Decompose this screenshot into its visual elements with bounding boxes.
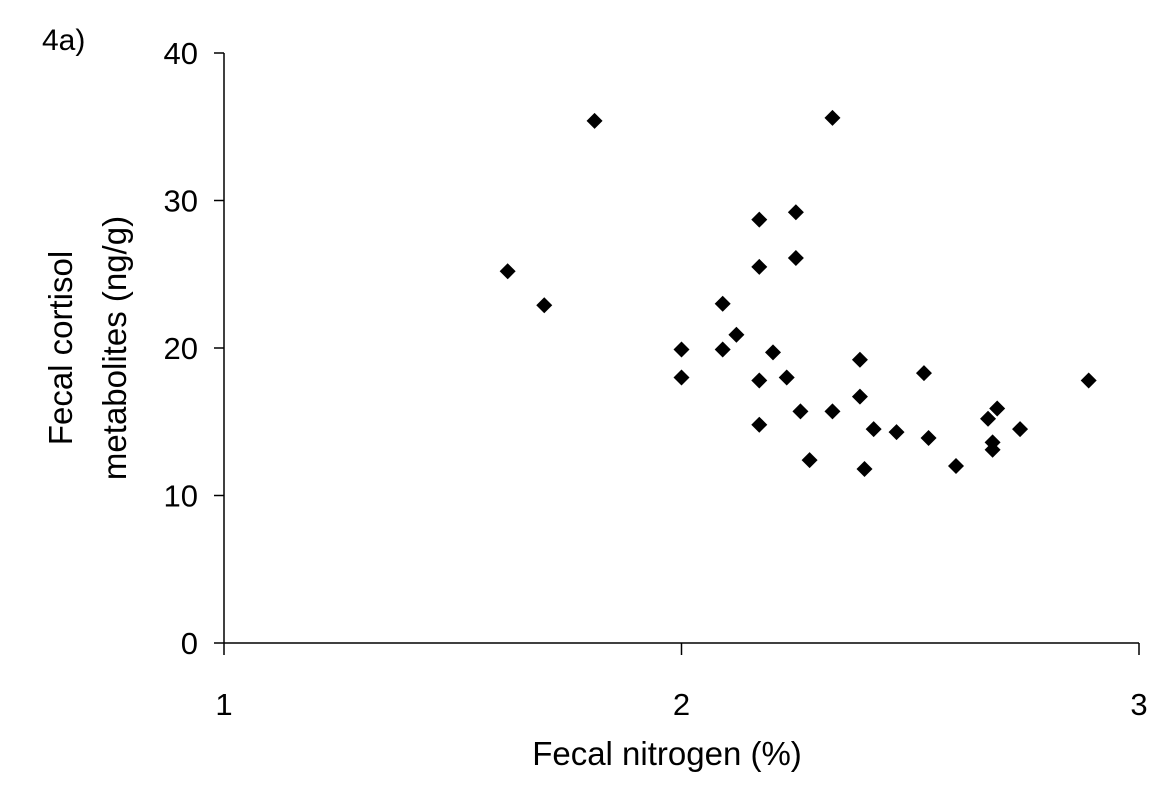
data-point (984, 441, 1001, 458)
data-point (751, 258, 768, 275)
data-point (856, 460, 873, 477)
data-point (1012, 421, 1029, 438)
data-point (787, 204, 804, 221)
x-tick-label: 1 (215, 687, 232, 722)
data-point (792, 403, 809, 420)
data-point (765, 344, 781, 361)
data-point (920, 429, 937, 446)
data-point (673, 341, 690, 358)
data-point (787, 250, 804, 267)
data-point (888, 424, 905, 441)
data-point (989, 400, 1006, 417)
y-tick-label: 30 (164, 184, 198, 219)
data-point (499, 263, 516, 280)
data-point (751, 416, 768, 433)
data-points (499, 109, 1097, 477)
data-point (948, 458, 964, 474)
data-point (851, 388, 868, 405)
data-point (865, 421, 882, 438)
x-axis-label: Fecal nitrogen (%) (532, 735, 802, 772)
data-point (751, 372, 768, 389)
data-point (778, 369, 795, 386)
data-point (980, 410, 997, 427)
x-ticks: 1 2 3 (215, 643, 1148, 722)
data-point (586, 112, 603, 129)
data-point (714, 295, 731, 312)
data-point (824, 109, 841, 126)
data-point (536, 297, 553, 314)
y-axis-label-line2: metabolites (ng/g) (96, 216, 133, 480)
x-tick-label: 3 (1130, 687, 1147, 722)
y-tick-label: 0 (181, 626, 198, 661)
data-point (728, 326, 745, 343)
data-point (673, 369, 690, 386)
y-axis-label-line1: Fecal cortisol (42, 251, 79, 445)
data-point (915, 365, 932, 382)
data-point (824, 403, 841, 420)
y-ticks: 0 10 20 30 40 (164, 36, 224, 661)
data-point (851, 351, 868, 368)
panel-label: 4a) (42, 24, 85, 57)
data-point (801, 452, 818, 469)
y-axis-label: Fecal cortisol metabolites (ng/g) (42, 216, 133, 480)
y-tick-label: 20 (164, 331, 198, 366)
y-tick-label: 10 (164, 479, 198, 514)
x-tick-label: 2 (673, 687, 690, 722)
data-point (714, 341, 731, 358)
y-tick-label: 40 (164, 36, 198, 71)
data-point (751, 211, 768, 228)
data-point (1080, 372, 1097, 389)
